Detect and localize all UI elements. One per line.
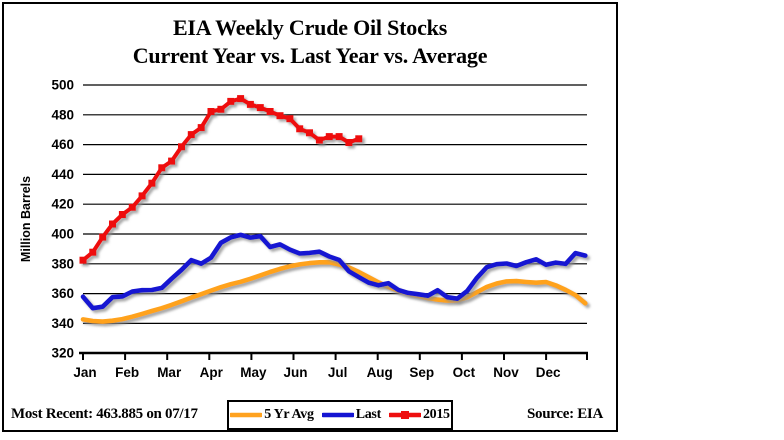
series-last — [80, 232, 588, 311]
x-tick-label-Apr: Apr — [200, 365, 224, 380]
x-tick-label-Sep: Sep — [409, 365, 434, 380]
source-label: Source: EIA — [527, 406, 604, 422]
marker-2015 — [148, 179, 156, 187]
marker-2015 — [79, 256, 87, 264]
x-tick-label-Aug: Aug — [367, 365, 393, 380]
y-tick-label-420: 420 — [51, 197, 74, 212]
series-line-last — [80, 232, 588, 311]
x-tick-label-Jul: Jul — [328, 365, 348, 380]
legend-label: 5 Yr Avg — [264, 407, 314, 422]
marker-2015 — [286, 115, 294, 123]
y-tick-label-380: 380 — [51, 256, 74, 271]
marker-2015 — [138, 192, 146, 200]
x-tick-label-May: May — [240, 365, 267, 380]
marker-2015 — [158, 164, 166, 172]
series-5-yr-avg — [80, 259, 588, 324]
legend-swatch-2015 — [388, 411, 421, 419]
y-axis-title: Million Barrels — [19, 176, 33, 262]
legend-item-last: Last — [321, 407, 382, 423]
y-tick-label-480: 480 — [51, 107, 74, 122]
marker-2015 — [168, 157, 176, 165]
legend-box: 5 Yr Avg Last 2015 — [227, 400, 453, 430]
chart-title-line2: Current Year vs. Last Year vs. Average — [132, 43, 488, 68]
legend-swatch-5-yr-avg — [230, 412, 263, 418]
marker-2015 — [207, 108, 215, 115]
marker-2015 — [128, 203, 136, 211]
most-recent-label: Most Recent: 463.885 on 07/17 — [11, 406, 198, 422]
y-tick-label-500: 500 — [51, 78, 74, 93]
marker-2015 — [89, 248, 97, 256]
axes — [79, 351, 588, 360]
marker-2015 — [325, 133, 333, 141]
x-tick-label-Dec: Dec — [536, 365, 561, 380]
legend-item-2015: 2015 — [388, 407, 450, 423]
marker-2015 — [246, 100, 254, 108]
y-tick-label-440: 440 — [51, 167, 74, 182]
marker-2015 — [306, 129, 313, 137]
y-tick-label-340: 340 — [51, 316, 74, 331]
marker-2015 — [227, 97, 235, 105]
axis-labels: 500 480 460 440 420 400 380 360 340 320 Million Ba… — [19, 78, 561, 381]
x-tick-label-Jan: Jan — [73, 365, 96, 380]
y-tick-label-460: 460 — [51, 137, 74, 152]
marker-2015 — [266, 108, 274, 115]
gridlines — [83, 84, 587, 324]
marker-2015 — [256, 104, 264, 112]
legend-label: Last — [355, 407, 382, 422]
x-tick-label-Feb: Feb — [115, 365, 139, 380]
y-tick-label-360: 360 — [51, 286, 74, 301]
data-series — [79, 95, 588, 324]
marker-2015 — [335, 133, 343, 141]
marker-2015 — [118, 211, 126, 218]
legend-item-5-yr-avg: 5 Yr Avg — [230, 407, 314, 423]
marker-2015 — [99, 233, 107, 241]
marker-2015 — [109, 220, 116, 228]
chart-title: EIA Weekly Crude Oil Stocks Current Year… — [2, 14, 618, 70]
marker-2015 — [315, 136, 323, 144]
chart-title-line1: EIA Weekly Crude Oil Stocks — [172, 15, 448, 40]
x-tick-label-Jun: Jun — [283, 365, 307, 380]
marker-2015 — [178, 143, 185, 151]
marker-2015 — [187, 131, 195, 139]
x-tick-label-Oct: Oct — [453, 365, 476, 380]
marker-2015 — [217, 105, 225, 113]
marker-2015 — [296, 125, 304, 133]
y-tick-label-320: 320 — [51, 346, 74, 361]
marker-2015 — [345, 139, 353, 146]
x-tick-label-Nov: Nov — [493, 365, 519, 380]
marker-2015 — [276, 112, 284, 120]
marker-2015 — [197, 124, 205, 132]
marker-2015 — [355, 135, 363, 143]
series-2015 — [79, 95, 363, 264]
legend-label: 2015 — [422, 407, 450, 422]
series-line-2015 — [81, 96, 361, 263]
chart-frame — [2, 2, 618, 432]
y-tick-label-400: 400 — [51, 227, 74, 242]
series-line-5-yr-avg — [80, 259, 588, 324]
x-tick-label-Mar: Mar — [157, 365, 182, 380]
legend-swatch-last — [321, 412, 354, 418]
marker-2015 — [237, 95, 245, 103]
